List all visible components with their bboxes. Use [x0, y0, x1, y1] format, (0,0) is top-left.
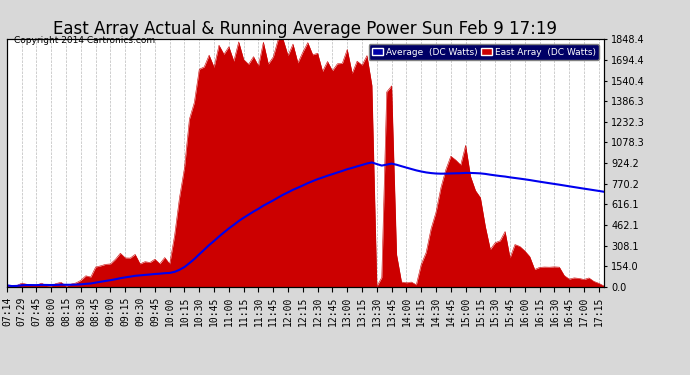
Legend: Average  (DC Watts), East Array  (DC Watts): Average (DC Watts), East Array (DC Watts… [368, 44, 599, 60]
Title: East Array Actual & Running Average Power Sun Feb 9 17:19: East Array Actual & Running Average Powe… [53, 20, 558, 38]
Text: Copyright 2014 Cartronics.com: Copyright 2014 Cartronics.com [14, 36, 155, 45]
